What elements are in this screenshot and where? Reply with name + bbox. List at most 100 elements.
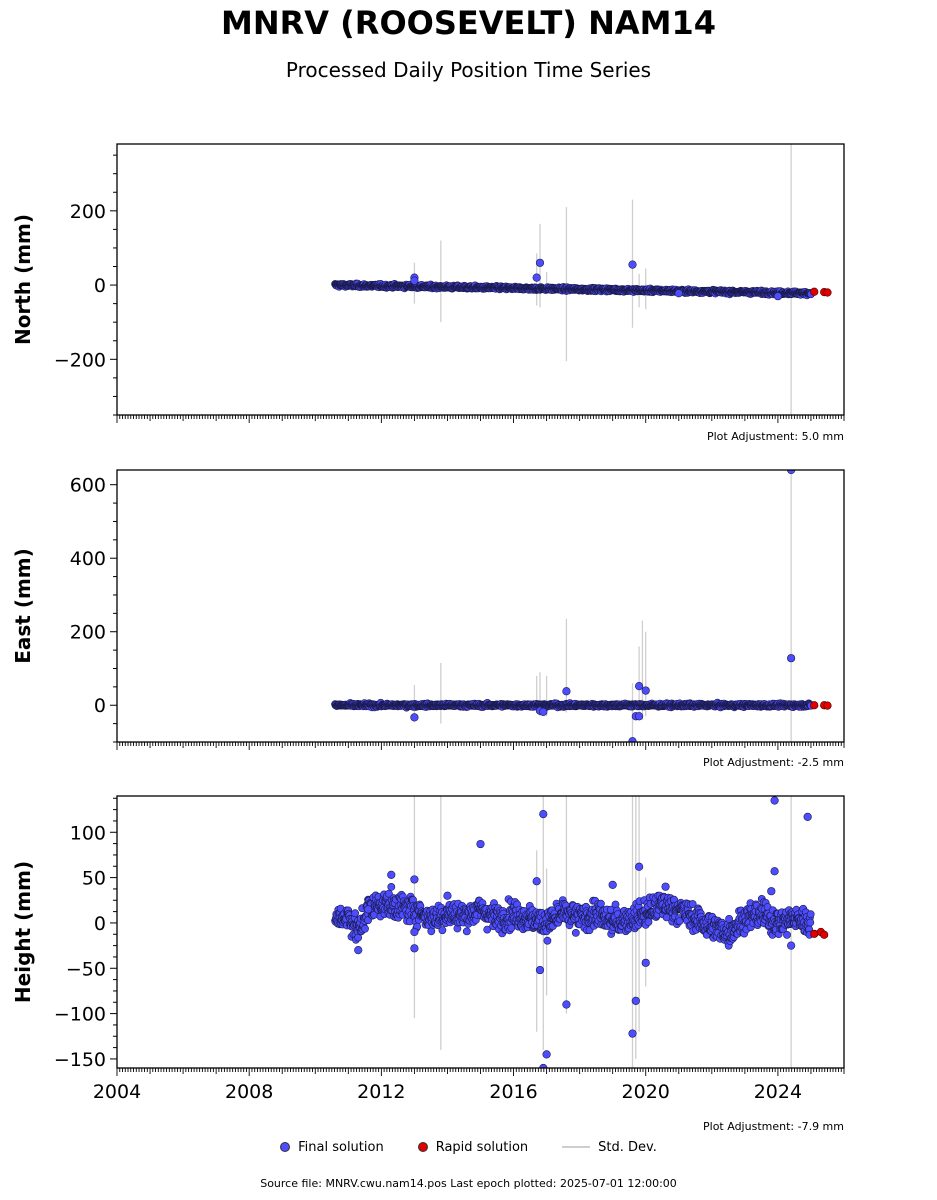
y-tick-label: 100: [70, 822, 106, 844]
final-point-outlier: [661, 882, 670, 891]
y-tick-label: 0: [94, 913, 106, 935]
final-point-outlier: [674, 289, 683, 298]
final-point: [507, 924, 516, 932]
plot-area-1: [331, 144, 832, 415]
y-tick-label: 200: [70, 201, 106, 223]
legend-rapid-marker: [417, 1142, 428, 1152]
y-tick-label: 400: [70, 548, 106, 570]
final-point-outlier: [628, 737, 637, 742]
axes-frame: [116, 143, 845, 416]
final-point-outlier: [787, 654, 796, 663]
chart-subtitle: Processed Daily Position Time Series: [285, 58, 652, 82]
y-tick-label: −100: [54, 1004, 106, 1026]
y-tick-label: 0: [94, 695, 106, 717]
final-point: [462, 927, 471, 936]
final-point-outlier: [770, 867, 779, 876]
chart-title: MNRV (ROOSEVELT) NAM14: [221, 4, 716, 42]
final-point-outlier: [641, 958, 650, 967]
rapid-point: [823, 288, 832, 297]
final-point: [427, 927, 436, 936]
final-point-outlier: [364, 905, 373, 914]
final-point: [543, 936, 552, 945]
final-point-outlier: [410, 944, 419, 953]
x-tick-label: 2020: [622, 1081, 670, 1103]
final-point-outlier: [410, 875, 419, 884]
final-point-outlier: [767, 887, 776, 896]
final-point-outlier: [770, 796, 779, 805]
legend-rapid-label: Rapid solution: [435, 1139, 529, 1155]
final-point: [644, 918, 653, 926]
legend-std: Std. Dev.: [562, 1140, 657, 1155]
plot-area-2: [331, 470, 832, 742]
source-footer: Source file: MNRV.cwu.nam14.pos Last epo…: [260, 1177, 677, 1190]
rapid-point: [810, 701, 819, 710]
final-point-outlier: [410, 713, 419, 722]
final-point-outlier: [539, 810, 548, 819]
final-point-outlier: [532, 273, 541, 282]
final-point-outlier: [635, 862, 644, 871]
final-point: [387, 883, 396, 891]
final-point-outlier: [635, 712, 644, 721]
y-axis-label: East (mm): [11, 548, 35, 664]
final-point-outlier: [635, 682, 644, 691]
legend-final: Final solution: [280, 1140, 384, 1155]
plot-area-3: [331, 796, 829, 1068]
final-point-outlier: [387, 870, 396, 879]
y-tick-label: −150: [54, 1049, 106, 1071]
y-axis-label: Height (mm): [11, 861, 35, 1003]
y-tick-label: −200: [54, 349, 106, 371]
final-point-outlier: [787, 941, 796, 950]
final-point-outlier: [803, 812, 812, 821]
final-point: [806, 918, 815, 927]
y-axis-label: North (mm): [11, 214, 35, 345]
final-point-outlier: [410, 276, 419, 285]
final-point-outlier: [641, 686, 650, 695]
plot-adjustment: Plot Adjustment: -7.9 mm: [703, 1120, 844, 1133]
final-point: [361, 924, 369, 933]
rapid-point: [810, 287, 819, 296]
rapid-point: [823, 701, 832, 710]
final-point: [783, 931, 791, 939]
final-point: [351, 909, 359, 918]
final-point: [571, 929, 580, 937]
final-point-outlier: [542, 1050, 551, 1059]
x-tick-label: 2012: [357, 1081, 405, 1103]
y-tick-label: 0: [94, 275, 106, 297]
panel-2: 0 200 400 600 East (mm) Plot Adjustment: -2.5…: [11, 469, 845, 769]
final-point-outlier: [628, 1029, 637, 1038]
final-point-outlier: [535, 258, 545, 267]
x-tick-label: 2004: [93, 1081, 141, 1103]
y-tick-label: −50: [66, 958, 106, 980]
y-tick-label: 200: [70, 622, 106, 644]
legend-final-label: Final solution: [298, 1139, 384, 1155]
final-point-outlier: [535, 965, 545, 975]
final-point-outlier: [631, 996, 640, 1006]
plot-adjustment: Plot Adjustment: -2.5 mm: [703, 756, 844, 769]
final-point-outlier: [608, 880, 617, 889]
legend: Final solution Rapid solution Std. Dev.: [0, 1137, 937, 1157]
y-tick-label: 600: [70, 475, 106, 497]
panel-1: −200 0 200 North (mm) Plot Adjustment: 5.0 m…: [11, 143, 845, 443]
x-tick-label: 2008: [225, 1081, 273, 1103]
final-point-outlier: [354, 946, 363, 955]
plot-adjustment: Plot Adjustment: 5.0 mm: [707, 430, 844, 443]
final-point-outlier: [628, 260, 637, 269]
final-point-outlier: [410, 927, 419, 937]
y-tick-label: 50: [82, 868, 106, 890]
legend-final-marker: [280, 1142, 291, 1152]
rapid-point: [820, 930, 829, 939]
panel-3: −150 −100 −50 0 50 100 Height (mm) 2004 2008 2012…: [11, 795, 845, 1133]
legend-std-marker: [562, 1146, 591, 1148]
final-point: [806, 910, 815, 919]
final-point-outlier: [539, 707, 548, 716]
final-point-outlier: [562, 687, 571, 696]
final-point-outlier: [476, 839, 485, 849]
final-point: [384, 889, 393, 898]
final-point-outlier: [532, 877, 541, 886]
final-point-outlier: [443, 891, 452, 900]
legend-std-label: Std. Dev.: [598, 1139, 657, 1155]
legend-rapid: Rapid solution: [417, 1139, 529, 1155]
final-point-outlier: [773, 292, 783, 301]
x-tick-label: 2024: [754, 1081, 802, 1103]
